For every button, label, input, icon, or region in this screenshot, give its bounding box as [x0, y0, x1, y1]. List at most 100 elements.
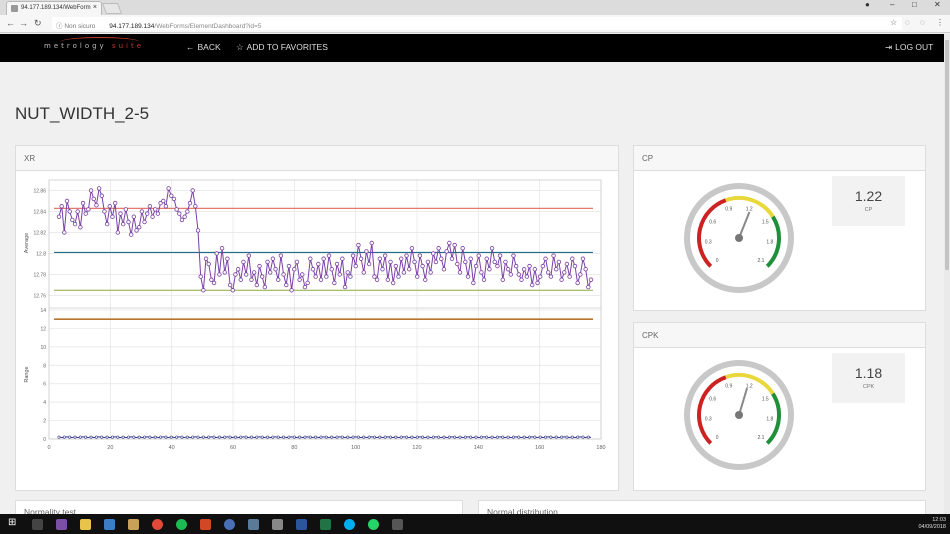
average-point: [524, 274, 530, 279]
user-icon[interactable]: ●: [865, 0, 870, 9]
gauge-green-band: [765, 392, 781, 445]
star-icon: ☆: [236, 42, 244, 52]
excel-icon[interactable]: [320, 519, 331, 530]
average-point: [575, 280, 580, 286]
average-point: [369, 240, 374, 246]
average-point: [401, 270, 407, 275]
average-point: [62, 230, 67, 235]
average-point: [447, 240, 452, 246]
average-point: [412, 259, 417, 265]
average-point: [145, 211, 150, 216]
range-point: [378, 435, 382, 439]
y-tick-label: 12: [40, 326, 46, 332]
average-point: [318, 277, 324, 282]
range-point: [78, 435, 82, 439]
range-point: [447, 435, 451, 439]
range-point: [469, 435, 473, 439]
extension-icon[interactable]: ◌: [920, 18, 925, 27]
average-point: [543, 256, 548, 261]
average-point: [505, 267, 511, 272]
y-tick-label: 12.82: [33, 231, 46, 237]
range-point: [84, 435, 88, 439]
reload-icon[interactable]: ↻: [34, 18, 42, 28]
average-point: [433, 259, 439, 265]
average-point: [366, 261, 372, 267]
calculator-icon[interactable]: [272, 519, 283, 530]
y-tick-label: 10: [40, 345, 46, 351]
average-point: [190, 188, 195, 193]
range-point: [442, 435, 446, 439]
back-button[interactable]: ← BACK: [186, 42, 221, 52]
powerpoint-icon[interactable]: [200, 519, 211, 530]
average-point: [292, 267, 297, 272]
visual-studio-icon[interactable]: [56, 519, 67, 530]
maximize-icon[interactable]: □: [912, 0, 917, 9]
new-tab-button[interactable]: [101, 3, 123, 14]
average-point: [332, 280, 337, 286]
close-window-icon[interactable]: ✕: [934, 0, 941, 9]
windows-start-icon[interactable]: ⊞: [8, 517, 17, 528]
cpk-gauge: 0 0.3 0.6 0.9 1.2 1.5 1.8 2.1: [684, 360, 794, 470]
average-point: [206, 261, 211, 267]
spotify-icon[interactable]: [176, 519, 187, 530]
average-point: [521, 267, 527, 272]
average-point: [471, 280, 476, 286]
app-icon[interactable]: [104, 519, 115, 530]
average-point: [407, 267, 412, 272]
average-point: [262, 284, 268, 290]
whatsapp-icon[interactable]: [368, 519, 379, 530]
average-point: [476, 253, 481, 258]
logo[interactable]: metrology suite: [44, 42, 145, 50]
cp-label: CP: [864, 207, 873, 213]
average-point: [112, 200, 118, 206]
average-point: [479, 270, 484, 275]
gauge-green-band: [765, 215, 781, 268]
average-point: [134, 228, 139, 233]
average-point: [489, 246, 495, 251]
average-point: [425, 259, 431, 265]
average-point: [294, 259, 300, 265]
average-point: [358, 256, 364, 261]
app-icon[interactable]: [224, 519, 235, 530]
browser-tab[interactable]: 94.177.189.134/WebForm ×: [6, 1, 102, 15]
tab-close-icon[interactable]: ×: [92, 4, 97, 11]
average-point: [115, 230, 121, 235]
gauge-hub: [735, 411, 743, 419]
average-point: [567, 274, 572, 279]
minimize-icon[interactable]: –: [890, 0, 895, 9]
url-input[interactable]: ⓘ Non sicuro 94.177.189.134/WebForms/Ele…: [52, 17, 902, 30]
add-to-favorites-button[interactable]: ☆ ADD TO FAVORITES: [236, 42, 328, 52]
app-icon[interactable]: [392, 519, 403, 530]
average-point: [142, 219, 147, 225]
average-point: [107, 204, 112, 209]
menu-dots-icon[interactable]: ⋮: [936, 18, 944, 27]
average-point: [356, 242, 361, 248]
chrome-icon[interactable]: [152, 519, 163, 530]
app-icon[interactable]: [128, 519, 139, 530]
scrollbar-thumb[interactable]: [945, 40, 949, 270]
average-point: [353, 263, 358, 269]
extension-icon[interactable]: ◌: [905, 18, 910, 27]
range-point: [372, 435, 376, 439]
average-point: [243, 272, 249, 277]
average-point: [300, 272, 305, 277]
average-point: [583, 267, 588, 272]
gauge-needle: [738, 211, 751, 239]
page-scrollbar[interactable]: [944, 34, 950, 514]
average-point: [177, 211, 182, 216]
word-icon[interactable]: [296, 519, 307, 530]
star-bookmark-icon[interactable]: ☆: [890, 18, 898, 27]
back-arrow-icon[interactable]: ←: [6, 18, 15, 28]
y-axis-label-average: Average: [24, 233, 30, 253]
app-icon[interactable]: [248, 519, 259, 530]
system-clock[interactable]: 12:03 04/09/2018: [918, 517, 946, 531]
taskview-icon[interactable]: [32, 519, 43, 530]
cpk-panel: CPK 0 0.3 0.6 0.9 1.2 1.5 1.8 2.1 1.18 CPK: [633, 322, 926, 491]
logout-button[interactable]: ⇥ LOG OUT: [885, 42, 934, 52]
skype-icon[interactable]: [344, 519, 355, 530]
forward-arrow-icon[interactable]: →: [19, 18, 28, 28]
average-point: [59, 204, 64, 209]
average-point: [102, 209, 107, 214]
average-point: [415, 274, 420, 279]
file-explorer-icon[interactable]: [80, 519, 91, 530]
